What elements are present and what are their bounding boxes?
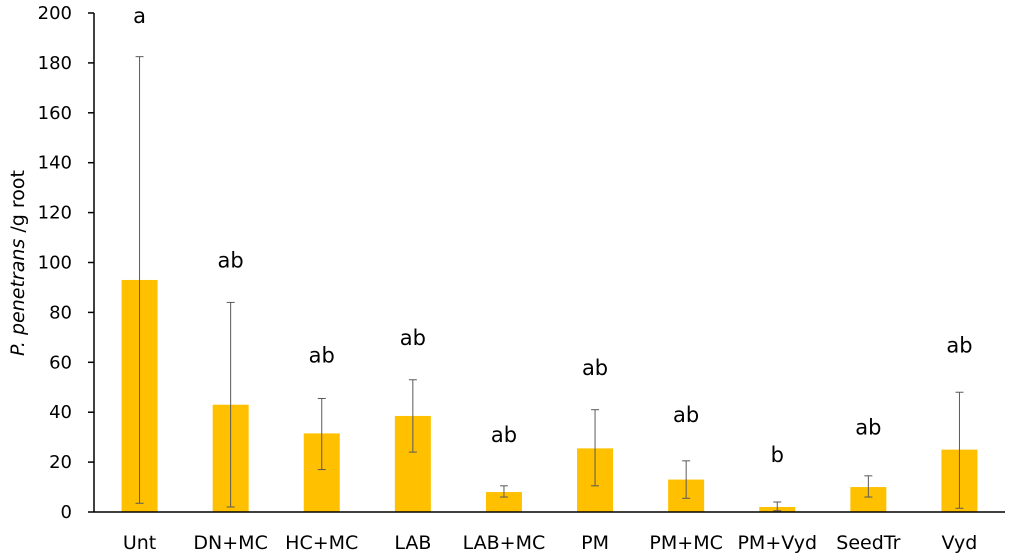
bar <box>485 492 522 512</box>
significance-label: ab <box>582 356 608 380</box>
significance-label: ab <box>673 403 699 427</box>
significance-label: ab <box>400 326 426 350</box>
category-label: Unt <box>123 532 156 554</box>
significance-label: b <box>771 443 784 467</box>
significance-label: a <box>133 4 146 28</box>
y-tick-label: 140 <box>38 153 72 174</box>
y-tick-label: 100 <box>38 253 72 274</box>
category-label: PM+Vyd <box>737 532 817 554</box>
error-bars <box>135 56 964 512</box>
y-tick-label: 160 <box>38 103 72 124</box>
y-tick-label: 60 <box>49 352 72 373</box>
significance-label: ab <box>491 423 517 447</box>
y-axis-title: P. penetrans /g root <box>7 170 29 356</box>
y-tick-label: 40 <box>49 402 72 423</box>
y-axis-title-italic: P. penetrans <box>7 239 29 356</box>
category-label: PM <box>581 532 609 554</box>
y-tick-label: 0 <box>61 502 72 523</box>
category-label: Vyd <box>942 532 978 554</box>
significance-label: ab <box>855 416 881 440</box>
bars <box>121 279 978 512</box>
category-label: LAB <box>394 532 431 554</box>
y-tick-label: 180 <box>38 53 72 74</box>
y-axis-ticks: 0 20 40 60 80 100 120 140 160 180 200 <box>38 3 94 523</box>
y-axis-title-group: P. penetrans /g root <box>7 170 29 356</box>
significance-label: ab <box>218 248 244 272</box>
significance-label: ab <box>309 343 335 367</box>
category-label: PM+MC <box>649 532 722 554</box>
y-axis-title-rest: /g root <box>7 170 29 239</box>
category-label: SeedTr <box>836 532 900 554</box>
category-label: LAB+MC <box>463 532 546 554</box>
y-tick-label: 200 <box>38 3 72 24</box>
significance-label: ab <box>946 333 972 357</box>
category-label: HC+MC <box>285 532 358 554</box>
significance-labels: a ab ab ab ab ab ab b ab ab <box>133 4 972 467</box>
y-tick-label: 20 <box>49 452 72 473</box>
category-label: DN+MC <box>193 532 267 554</box>
y-tick-label: 80 <box>49 302 72 323</box>
y-tick-label: 120 <box>38 203 72 224</box>
category-labels: Unt DN+MC HC+MC LAB LAB+MC PM PM+MC PM+Vyd SeedT… <box>123 532 978 554</box>
